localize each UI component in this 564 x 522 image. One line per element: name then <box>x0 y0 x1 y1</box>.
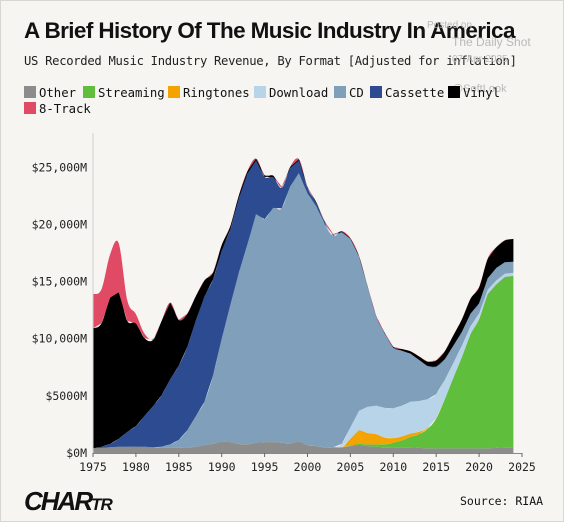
y-tick-label: $20,000M <box>32 217 87 231</box>
legend-item-vinyl: Vinyl <box>448 86 500 100</box>
legend-swatch-8-track <box>24 102 36 114</box>
logo-main: CHAR <box>24 486 93 516</box>
x-tick-label: 2005 <box>337 460 365 474</box>
logo-tail: TR <box>91 495 113 514</box>
area-series-group <box>93 158 514 453</box>
legend-swatch-ringtones <box>168 86 180 98</box>
x-tick-label: 2010 <box>379 460 407 474</box>
watermark-line-4: @SoftLook <box>452 83 507 95</box>
x-tick-label: 1995 <box>251 460 279 474</box>
x-tick-label: 1980 <box>122 460 150 474</box>
area-vinyl <box>93 158 514 449</box>
area-download <box>93 272 514 449</box>
legend-label-cassette: Cassette <box>385 86 445 100</box>
y-tick-label: $15,000M <box>32 275 87 289</box>
legend-item-8-track: 8-Track <box>24 102 91 116</box>
x-tick-label: 1990 <box>208 460 236 474</box>
y-tick-label: $0M <box>66 446 87 460</box>
x-tick-label: 2025 <box>508 460 536 474</box>
watermark-line-2: The Daily Shot <box>452 35 531 49</box>
chart-title: A Brief History Of The Music Industry In… <box>24 18 515 43</box>
legend-item-streaming: Streaming <box>83 86 165 100</box>
y-tick-label: $5000M <box>45 389 87 403</box>
chart-subtitle: US Recorded Music Industry Revenue, By F… <box>24 54 517 68</box>
x-tick-label: 1985 <box>165 460 193 474</box>
legend-label-vinyl: Vinyl <box>463 86 501 100</box>
legend-item-ringtones: Ringtones <box>168 86 250 100</box>
legend-label-cd: CD <box>349 86 364 100</box>
watermark-line-1: Posted on <box>427 20 473 31</box>
area-other <box>93 441 514 453</box>
legend-item-cassette: Cassette <box>370 86 444 100</box>
x-tick-label: 1975 <box>79 460 107 474</box>
y-tick-label: $25,000M <box>32 160 87 174</box>
legend-swatch-download <box>254 86 266 98</box>
legend-swatch-cd <box>334 86 346 98</box>
legend-swatch-cassette <box>370 86 382 98</box>
x-tick-label: 2015 <box>422 460 450 474</box>
legend-swatch-streaming <box>83 86 95 98</box>
chartr-logo: CHARTR <box>24 486 113 517</box>
legend-label-ringtones: Ringtones <box>183 86 250 100</box>
watermark-line-3: 07-Apr-2025 <box>452 54 508 65</box>
x-axis: 1975 1980 1985 1990 1995 2000 2005 2010 2015 2020… <box>79 453 536 474</box>
area-cd <box>93 172 514 449</box>
source-note: Source: RIAA <box>460 494 544 508</box>
legend-item-other: Other <box>24 86 76 100</box>
legend-label-download: Download <box>269 86 329 100</box>
legend-item-cd: CD <box>334 86 364 100</box>
legend-swatch-other <box>24 86 36 98</box>
legend-label-streaming: Streaming <box>98 86 165 100</box>
legend-label-8-track: 8-Track <box>39 102 91 116</box>
x-tick-label: 2000 <box>294 460 322 474</box>
legend-label-other: Other <box>39 86 77 100</box>
area-streaming <box>93 275 514 449</box>
area-cassette <box>93 159 514 449</box>
y-axis: $0M $5000M $10,000M $15,000M $20,000M $25,000… <box>32 133 94 460</box>
x-tick-label: 2020 <box>465 460 493 474</box>
legend-item-download: Download <box>254 86 328 100</box>
y-tick-label: $10,000M <box>32 332 87 346</box>
legend-swatch-vinyl <box>448 86 460 98</box>
